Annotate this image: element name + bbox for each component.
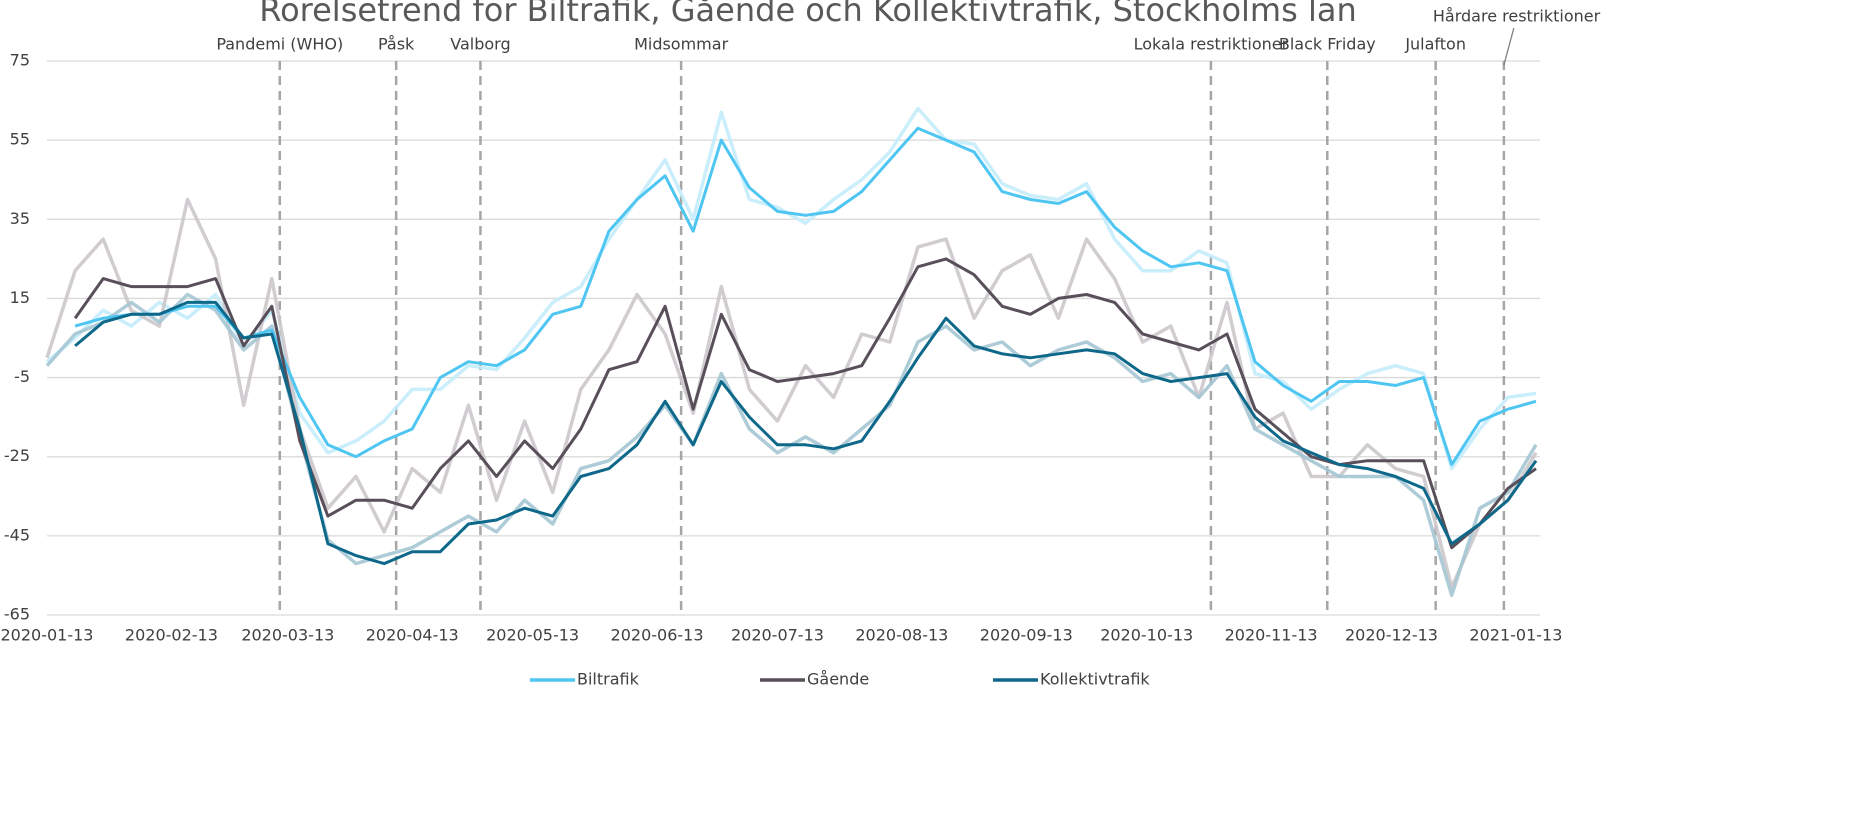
x-tick-label: 2021-01-13: [1469, 626, 1562, 645]
y-tick-label: -45: [4, 525, 30, 544]
y-tick-label: -25: [4, 446, 30, 465]
legend-label: Biltrafik: [577, 670, 640, 689]
y-tick-label: -5: [14, 367, 30, 386]
event-label: Black Friday: [1279, 35, 1376, 54]
event-label: Midsommar: [634, 35, 729, 54]
legend-label: Gående: [807, 670, 869, 689]
y-tick-label: 15: [10, 288, 30, 307]
event-label: Påsk: [378, 35, 415, 54]
x-tick-label: 2020-03-13: [241, 626, 334, 645]
event-label: Julafton: [1404, 35, 1466, 54]
event-label: Hårdare restriktioner: [1433, 7, 1601, 26]
event-label: Pandemi (WHO): [216, 35, 343, 54]
x-tick-label: 2020-10-13: [1100, 626, 1193, 645]
x-tick-label: 2020-09-13: [980, 626, 1073, 645]
series-line: [74, 126, 1537, 467]
series-line: [73, 257, 1537, 550]
x-tick-label: 2020-06-13: [611, 626, 704, 645]
x-tick-label: 2020-08-13: [855, 626, 948, 645]
event-label: Valborg: [450, 35, 510, 54]
y-tick-label: 35: [10, 209, 30, 228]
legend-label: Kollektivtrafik: [1040, 670, 1150, 689]
x-tick-label: 2020-12-13: [1345, 626, 1438, 645]
y-tick-label: -65: [4, 605, 30, 624]
x-tick-label: 2020-11-13: [1225, 626, 1318, 645]
x-tick-label: 2020-07-13: [731, 626, 824, 645]
x-tick-label: 2020-04-13: [366, 626, 459, 645]
chart-title: Rörelsetrend för Biltrafik, Gående och K…: [259, 0, 1356, 29]
x-tick-label: 2020-02-13: [125, 626, 218, 645]
raw-line: [45, 197, 1538, 590]
x-tick-label: 2020-01-13: [1, 626, 94, 645]
x-tick-label: 2020-05-13: [486, 626, 579, 645]
y-tick-label: 75: [10, 51, 30, 70]
leader-line: [1503, 27, 1515, 66]
y-tick-label: 55: [10, 130, 30, 149]
event-label: Lokala restriktioner: [1134, 35, 1289, 54]
series-line: [74, 300, 1538, 566]
